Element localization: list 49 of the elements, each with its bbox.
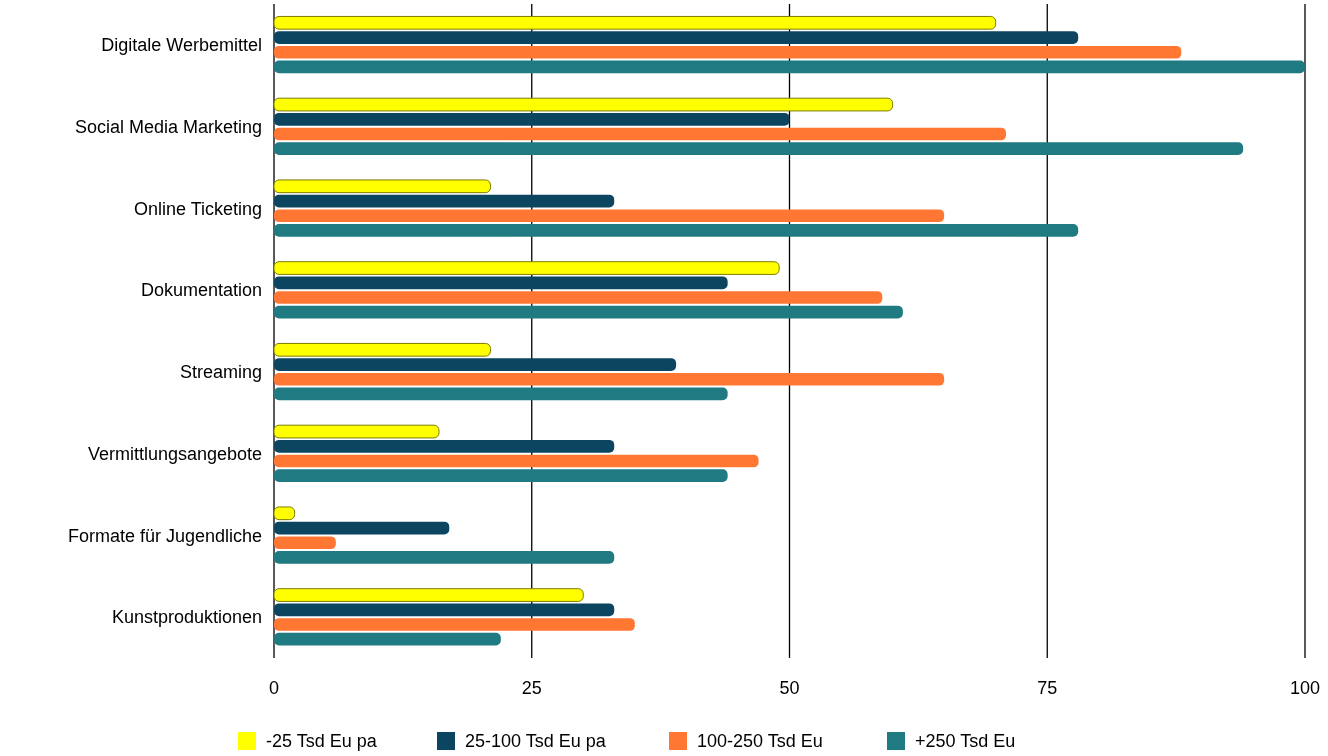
bar <box>274 439 615 453</box>
bar <box>274 60 1305 74</box>
legend-label: -25 Tsd Eu pa <box>266 731 378 752</box>
y-tick-label: Dokumentation <box>140 280 262 301</box>
bar <box>273 506 296 521</box>
y-tick-label: Kunstproduktionen <box>111 607 262 628</box>
bar <box>274 305 903 319</box>
bar <box>274 112 790 126</box>
legend-label: +250 Tsd Eu <box>915 731 1016 752</box>
bar <box>274 127 1007 141</box>
bar <box>274 31 1079 44</box>
y-tick-label: Online Ticketing <box>133 198 262 219</box>
bar <box>274 603 615 617</box>
bar <box>273 97 894 112</box>
bar <box>274 372 945 386</box>
y-tick-label: Formate für Jugendliche <box>67 525 262 546</box>
bar <box>274 276 728 290</box>
bar <box>273 342 492 357</box>
y-tick-label: Digitale Werbemittel <box>101 35 262 56</box>
bar <box>274 358 677 371</box>
bar <box>273 588 584 602</box>
bar <box>274 291 883 304</box>
bar <box>273 179 492 194</box>
bar <box>274 224 1079 237</box>
bar <box>274 618 635 631</box>
bar <box>274 521 450 535</box>
x-tick-label: 100 <box>1289 678 1321 698</box>
bar <box>273 15 997 30</box>
bar <box>274 45 1182 59</box>
legend-label: 25-100 Tsd Eu pa <box>465 731 607 752</box>
bar <box>274 387 728 401</box>
legend-label: 100-250 Tsd Eu <box>697 731 823 752</box>
bar <box>274 632 501 646</box>
bar <box>274 454 759 468</box>
y-tick-label: Streaming <box>179 362 262 383</box>
bar <box>273 261 780 275</box>
x-tick-label: 0 <box>268 678 280 698</box>
x-tick-label: 75 <box>1037 678 1058 698</box>
y-tick-label: Social Media Marketing <box>74 116 262 137</box>
y-tick-label: Vermittlungsangebote <box>87 443 262 464</box>
bar <box>274 194 615 208</box>
x-tick-label: 25 <box>521 678 542 698</box>
bar <box>274 536 336 550</box>
bar <box>274 551 615 564</box>
bar <box>274 469 728 483</box>
bar <box>273 424 440 439</box>
bar <box>274 142 1244 156</box>
bar <box>274 209 945 223</box>
x-tick-label: 50 <box>779 678 800 698</box>
